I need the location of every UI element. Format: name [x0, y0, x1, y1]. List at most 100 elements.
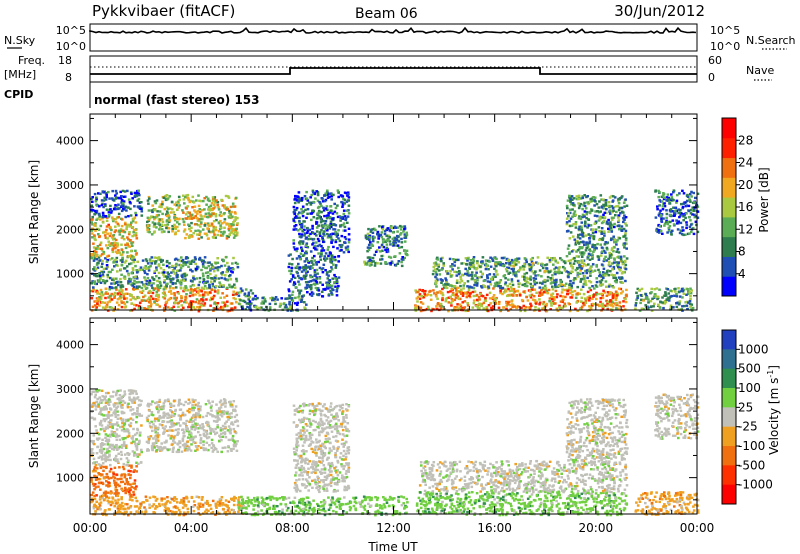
cell-12: [621, 281, 624, 284]
cell-3: [134, 213, 138, 217]
cell-1: [209, 267, 212, 271]
power-scatter: [90, 189, 700, 313]
cell-1: [205, 271, 208, 275]
cell-8: [310, 284, 313, 287]
cell-5: [200, 236, 203, 239]
cell-13: [613, 222, 616, 226]
cell-12: [512, 269, 515, 273]
cell-1: [150, 262, 153, 265]
cell-13: [566, 247, 570, 250]
cell-0: [201, 496, 204, 499]
cell-9: [326, 226, 330, 229]
cell-1: [192, 260, 196, 263]
cell-7: [288, 297, 292, 300]
cell-5: [214, 228, 218, 232]
cell-5: [223, 221, 226, 224]
cell-12: [571, 257, 575, 260]
cell-1: [118, 477, 122, 481]
cell-12: [435, 285, 438, 288]
cell-0: [109, 294, 113, 297]
cell-1: [211, 285, 215, 288]
cell-5: [226, 195, 230, 198]
cell-4: [167, 230, 170, 234]
cell-12: [615, 271, 619, 275]
cell-11: [510, 300, 513, 303]
cell-9: [292, 205, 296, 209]
cell-2: [134, 234, 138, 237]
cell-0: [108, 508, 111, 511]
cell-10: [388, 236, 391, 239]
power-colorbar-tick: 28: [738, 133, 753, 147]
cell-0: [120, 305, 124, 309]
cell-5: [203, 224, 207, 227]
cell-0: [147, 296, 151, 300]
cell-5: [194, 210, 197, 214]
cell-1: [161, 271, 165, 274]
cell-9: [309, 237, 313, 241]
cell-1: [143, 271, 147, 275]
cell-8: [333, 281, 336, 284]
cell-11: [435, 295, 438, 298]
cell-5: [189, 234, 192, 237]
cell-12: [601, 283, 605, 286]
cell-11: [458, 303, 462, 306]
cell-1: [119, 277, 122, 281]
cell-0: [116, 507, 120, 510]
cell-11: [554, 289, 558, 293]
cell-5: [208, 199, 211, 203]
cell-2: [128, 255, 132, 258]
cell-11: [444, 300, 448, 303]
cell-12: [580, 261, 584, 265]
cell-0: [124, 288, 128, 291]
cell-9: [307, 234, 311, 238]
cell-1: [107, 270, 111, 274]
cell-12: [554, 266, 558, 269]
cell-6: [247, 302, 250, 305]
cell-8: [320, 252, 323, 255]
cell-11: [462, 287, 465, 290]
cell-11: [455, 289, 458, 292]
cell-10: [364, 234, 368, 237]
cell-5: [198, 219, 201, 223]
cell-9: [303, 225, 306, 228]
cell-9: [336, 247, 339, 250]
cell-13: [605, 246, 609, 250]
cell-13: [609, 221, 612, 224]
cell-12: [465, 262, 468, 266]
cell-8: [295, 270, 299, 274]
cell-13: [619, 212, 622, 215]
cell-13: [575, 250, 578, 253]
cell-13: [579, 202, 583, 206]
cell-8: [305, 286, 308, 289]
cell-5: [205, 195, 208, 199]
cell-12: [553, 270, 557, 274]
cell-11: [512, 287, 516, 291]
cell-12: [480, 285, 483, 288]
cell-2: [126, 243, 129, 246]
cell-12: [505, 262, 508, 265]
cell-2: [111, 236, 114, 239]
cell-1: [135, 281, 139, 284]
cell-12: [493, 285, 496, 288]
cell-12: [581, 277, 585, 281]
cell-0: [101, 301, 104, 304]
cell-13: [602, 204, 605, 207]
cell-11: [542, 300, 546, 304]
cell-7: [261, 300, 264, 303]
cell-8: [337, 260, 340, 263]
cell-12: [591, 263, 595, 266]
cell-9: [305, 216, 308, 219]
cell-13: [569, 217, 573, 220]
cell-15: [696, 205, 700, 208]
cell-12: [613, 274, 616, 277]
cell-11: [449, 295, 452, 298]
cell-11: [520, 298, 524, 302]
cell-1: [169, 280, 173, 284]
cell-11: [558, 304, 561, 307]
cell-15: [658, 231, 661, 234]
cell-11: [542, 306, 546, 309]
cell-12: [434, 275, 437, 279]
cell-15: [663, 205, 667, 208]
cell-13: [617, 202, 621, 205]
cell-14: [678, 302, 681, 305]
